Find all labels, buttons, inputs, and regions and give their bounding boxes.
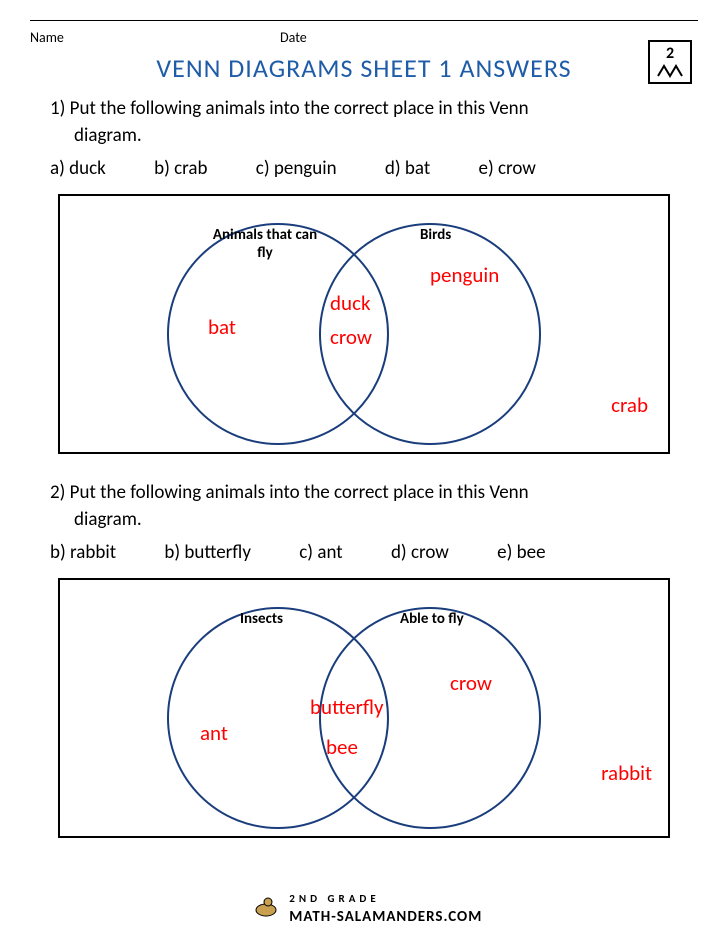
q1-ans-penguin: penguin — [430, 262, 499, 288]
q1-left-label: Animals that can fly — [210, 226, 320, 262]
q2-choice-a: b) rabbit — [50, 541, 116, 564]
q1-choice-c: c) penguin — [256, 157, 337, 180]
q1-venn-box: Animals that can fly Birds bat duck crow… — [58, 194, 670, 454]
date-label: Date — [280, 29, 307, 46]
grade-logo: 2 — [648, 40, 692, 84]
q2-ans-ant: ant — [200, 720, 228, 746]
q2-ans-rabbit: rabbit — [601, 760, 652, 786]
q2-choice-c: c) ant — [299, 541, 342, 564]
salamander-icon — [656, 62, 684, 78]
q1-choice-e: e) crow — [478, 157, 535, 180]
header-row: Name Date — [30, 29, 698, 46]
footer: 2ND GRADE MATH-SALAMANDERS.COM — [0, 888, 728, 926]
q2-prompt-line1: 2) Put the following animals into the co… — [50, 481, 529, 504]
q2-ans-bee: bee — [326, 734, 358, 760]
footer-site: MATH-SALAMANDERS.COM — [289, 908, 482, 926]
q1-ans-duck: duck — [330, 290, 371, 316]
name-label: Name — [30, 29, 280, 46]
q2-right-label: Able to fly — [400, 610, 464, 628]
q1-ans-crow: crow — [330, 324, 372, 350]
q2-left-label: Insects — [240, 610, 283, 628]
q1-choice-b: b) crab — [154, 157, 207, 180]
q1-prompt-line1: 1) Put the following animals into the co… — [50, 97, 529, 120]
q1-right-label: Birds — [420, 226, 451, 244]
q1-ans-bat: bat — [208, 314, 236, 340]
q2-choice-b: b) butterfly — [164, 541, 251, 564]
q1-choices: a) duck b) crab c) penguin d) bat e) cro… — [50, 157, 698, 180]
footer-grade: 2ND GRADE — [289, 892, 379, 905]
q2-ans-butterfly: butterfly — [310, 694, 384, 720]
q1-ans-crab: crab — [611, 392, 648, 418]
q2-prompt-line2: diagram. — [74, 508, 142, 531]
q2-ans-crow: crow — [450, 670, 492, 696]
grade-number: 2 — [666, 46, 674, 62]
q2-choice-e: e) bee — [497, 541, 545, 564]
q1-choice-a: a) duck — [50, 157, 106, 180]
q1-choice-d: d) bat — [385, 157, 430, 180]
page-title: VENN DIAGRAMS SHEET 1 ANSWERS — [30, 52, 698, 84]
footer-salamander-icon — [246, 892, 286, 922]
q2-choice-d: d) crow — [391, 541, 449, 564]
q2-venn-box: Insects Able to fly ant butterfly bee cr… — [58, 578, 670, 838]
q1-prompt: 1) Put the following animals into the co… — [50, 96, 698, 149]
top-rule — [30, 20, 698, 21]
q2-prompt: 2) Put the following animals into the co… — [50, 480, 698, 533]
q1-prompt-line2: diagram. — [74, 124, 142, 147]
q2-choices: b) rabbit b) butterfly c) ant d) crow e)… — [50, 541, 698, 564]
